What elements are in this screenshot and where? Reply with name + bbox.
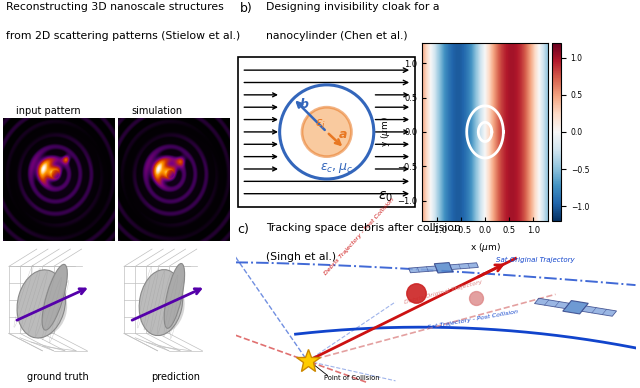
Y-axis label: y ($\mu$m): y ($\mu$m) (379, 116, 392, 147)
Polygon shape (582, 306, 616, 316)
Text: Sat Trajectory - Post Collision: Sat Trajectory - Post Collision (428, 309, 519, 330)
Text: input pattern: input pattern (16, 106, 80, 116)
Text: c): c) (237, 223, 249, 236)
Text: (Singh et al.): (Singh et al.) (266, 252, 336, 262)
Text: $\varepsilon_i$: $\varepsilon_i$ (315, 118, 326, 131)
Ellipse shape (20, 277, 67, 336)
Text: Designing invisibility cloak for a: Designing invisibility cloak for a (266, 2, 439, 12)
Text: Sat Original Trajectory: Sat Original Trajectory (495, 257, 574, 263)
Text: $\varepsilon_0$: $\varepsilon_0$ (378, 190, 394, 204)
Text: Debris Trajectory - Post Collision: Debris Trajectory - Post Collision (323, 197, 396, 276)
Ellipse shape (17, 270, 65, 338)
Ellipse shape (141, 277, 185, 334)
Text: Debris Original Trajectory: Debris Original Trajectory (404, 279, 483, 305)
Text: prediction: prediction (152, 372, 200, 382)
Polygon shape (563, 301, 588, 314)
Text: simulation: simulation (131, 106, 182, 116)
Text: a: a (339, 128, 347, 141)
Ellipse shape (164, 263, 184, 328)
Polygon shape (534, 298, 569, 308)
Text: Reconstructing 3D nanoscale structures: Reconstructing 3D nanoscale structures (6, 2, 224, 12)
Text: ground truth: ground truth (27, 372, 88, 382)
Text: Point of Collision: Point of Collision (323, 376, 379, 381)
Text: nanocylinder (Chen et al.): nanocylinder (Chen et al.) (266, 31, 407, 41)
Polygon shape (408, 266, 437, 273)
Text: $\varepsilon_c, \mu_c$: $\varepsilon_c, \mu_c$ (319, 161, 353, 175)
Text: from 2D scattering patterns (Stielow et al.): from 2D scattering patterns (Stielow et … (6, 31, 241, 41)
Ellipse shape (42, 264, 67, 330)
Polygon shape (450, 263, 479, 270)
X-axis label: x ($\mu$m): x ($\mu$m) (470, 241, 500, 254)
Text: b: b (300, 99, 308, 111)
Polygon shape (435, 263, 452, 273)
Circle shape (302, 107, 351, 157)
Text: Tracking space debris after collision: Tracking space debris after collision (266, 223, 460, 233)
Ellipse shape (139, 270, 183, 336)
Text: b): b) (240, 2, 253, 15)
